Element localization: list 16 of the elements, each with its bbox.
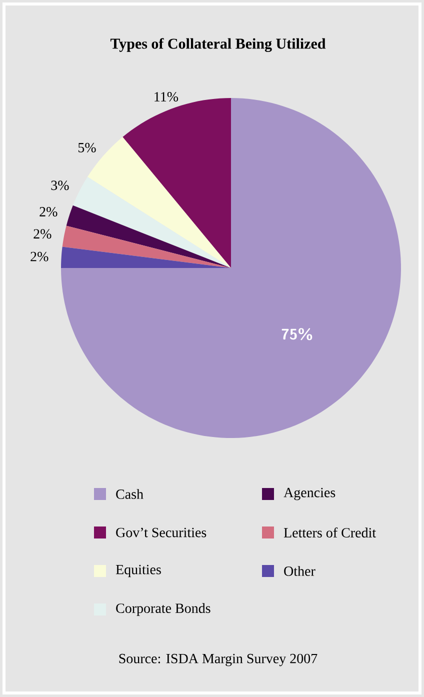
legend-label: Gov’t Securities xyxy=(116,528,206,538)
data-label: 11% xyxy=(154,92,178,102)
legend-label: Other xyxy=(284,566,316,576)
data-label: 75% xyxy=(282,328,312,340)
chart-title: Types of Collateral Being Utilized xyxy=(110,38,326,52)
data-label: 5% xyxy=(78,142,96,152)
data-label: 2% xyxy=(34,229,52,239)
legend-label: Agencies xyxy=(284,488,336,500)
legend-label: Equities xyxy=(116,564,161,578)
legend-label: Cash xyxy=(116,489,144,499)
legend-label: Corporate Bonds xyxy=(116,603,210,616)
data-label: 3% xyxy=(51,180,69,190)
data-label: 2% xyxy=(40,207,58,217)
legend-label: Letters of Credit xyxy=(284,527,376,538)
data-label: 2% xyxy=(30,252,48,262)
source-note: Source: ISDA Margin Survey 2007 xyxy=(119,654,318,666)
